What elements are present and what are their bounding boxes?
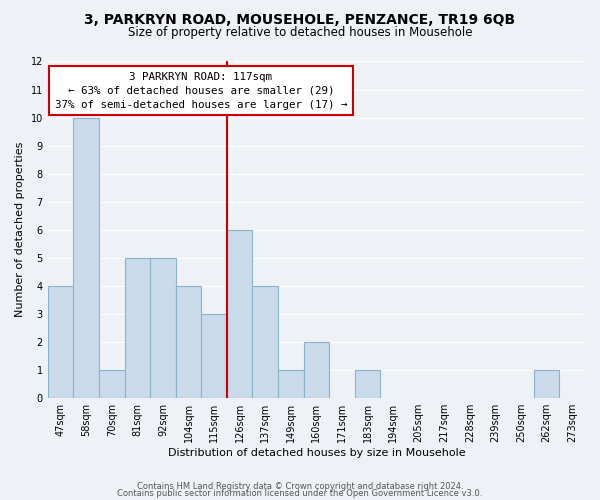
- Bar: [99, 370, 125, 398]
- Text: 3, PARKRYN ROAD, MOUSEHOLE, PENZANCE, TR19 6QB: 3, PARKRYN ROAD, MOUSEHOLE, PENZANCE, TR…: [85, 12, 515, 26]
- Bar: [48, 286, 73, 398]
- Bar: [355, 370, 380, 398]
- Text: 3 PARKRYN ROAD: 117sqm
← 63% of detached houses are smaller (29)
37% of semi-det: 3 PARKRYN ROAD: 117sqm ← 63% of detached…: [55, 72, 347, 110]
- Bar: [201, 314, 227, 398]
- Bar: [278, 370, 304, 398]
- Bar: [176, 286, 201, 398]
- Y-axis label: Number of detached properties: Number of detached properties: [15, 142, 25, 318]
- Text: Contains HM Land Registry data © Crown copyright and database right 2024.: Contains HM Land Registry data © Crown c…: [137, 482, 463, 491]
- Bar: [534, 370, 559, 398]
- Bar: [150, 258, 176, 398]
- Bar: [253, 286, 278, 398]
- Text: Size of property relative to detached houses in Mousehole: Size of property relative to detached ho…: [128, 26, 472, 39]
- Bar: [304, 342, 329, 398]
- Bar: [73, 118, 99, 398]
- Text: Contains public sector information licensed under the Open Government Licence v3: Contains public sector information licen…: [118, 490, 482, 498]
- Bar: [227, 230, 253, 398]
- Bar: [125, 258, 150, 398]
- X-axis label: Distribution of detached houses by size in Mousehole: Distribution of detached houses by size …: [167, 448, 465, 458]
